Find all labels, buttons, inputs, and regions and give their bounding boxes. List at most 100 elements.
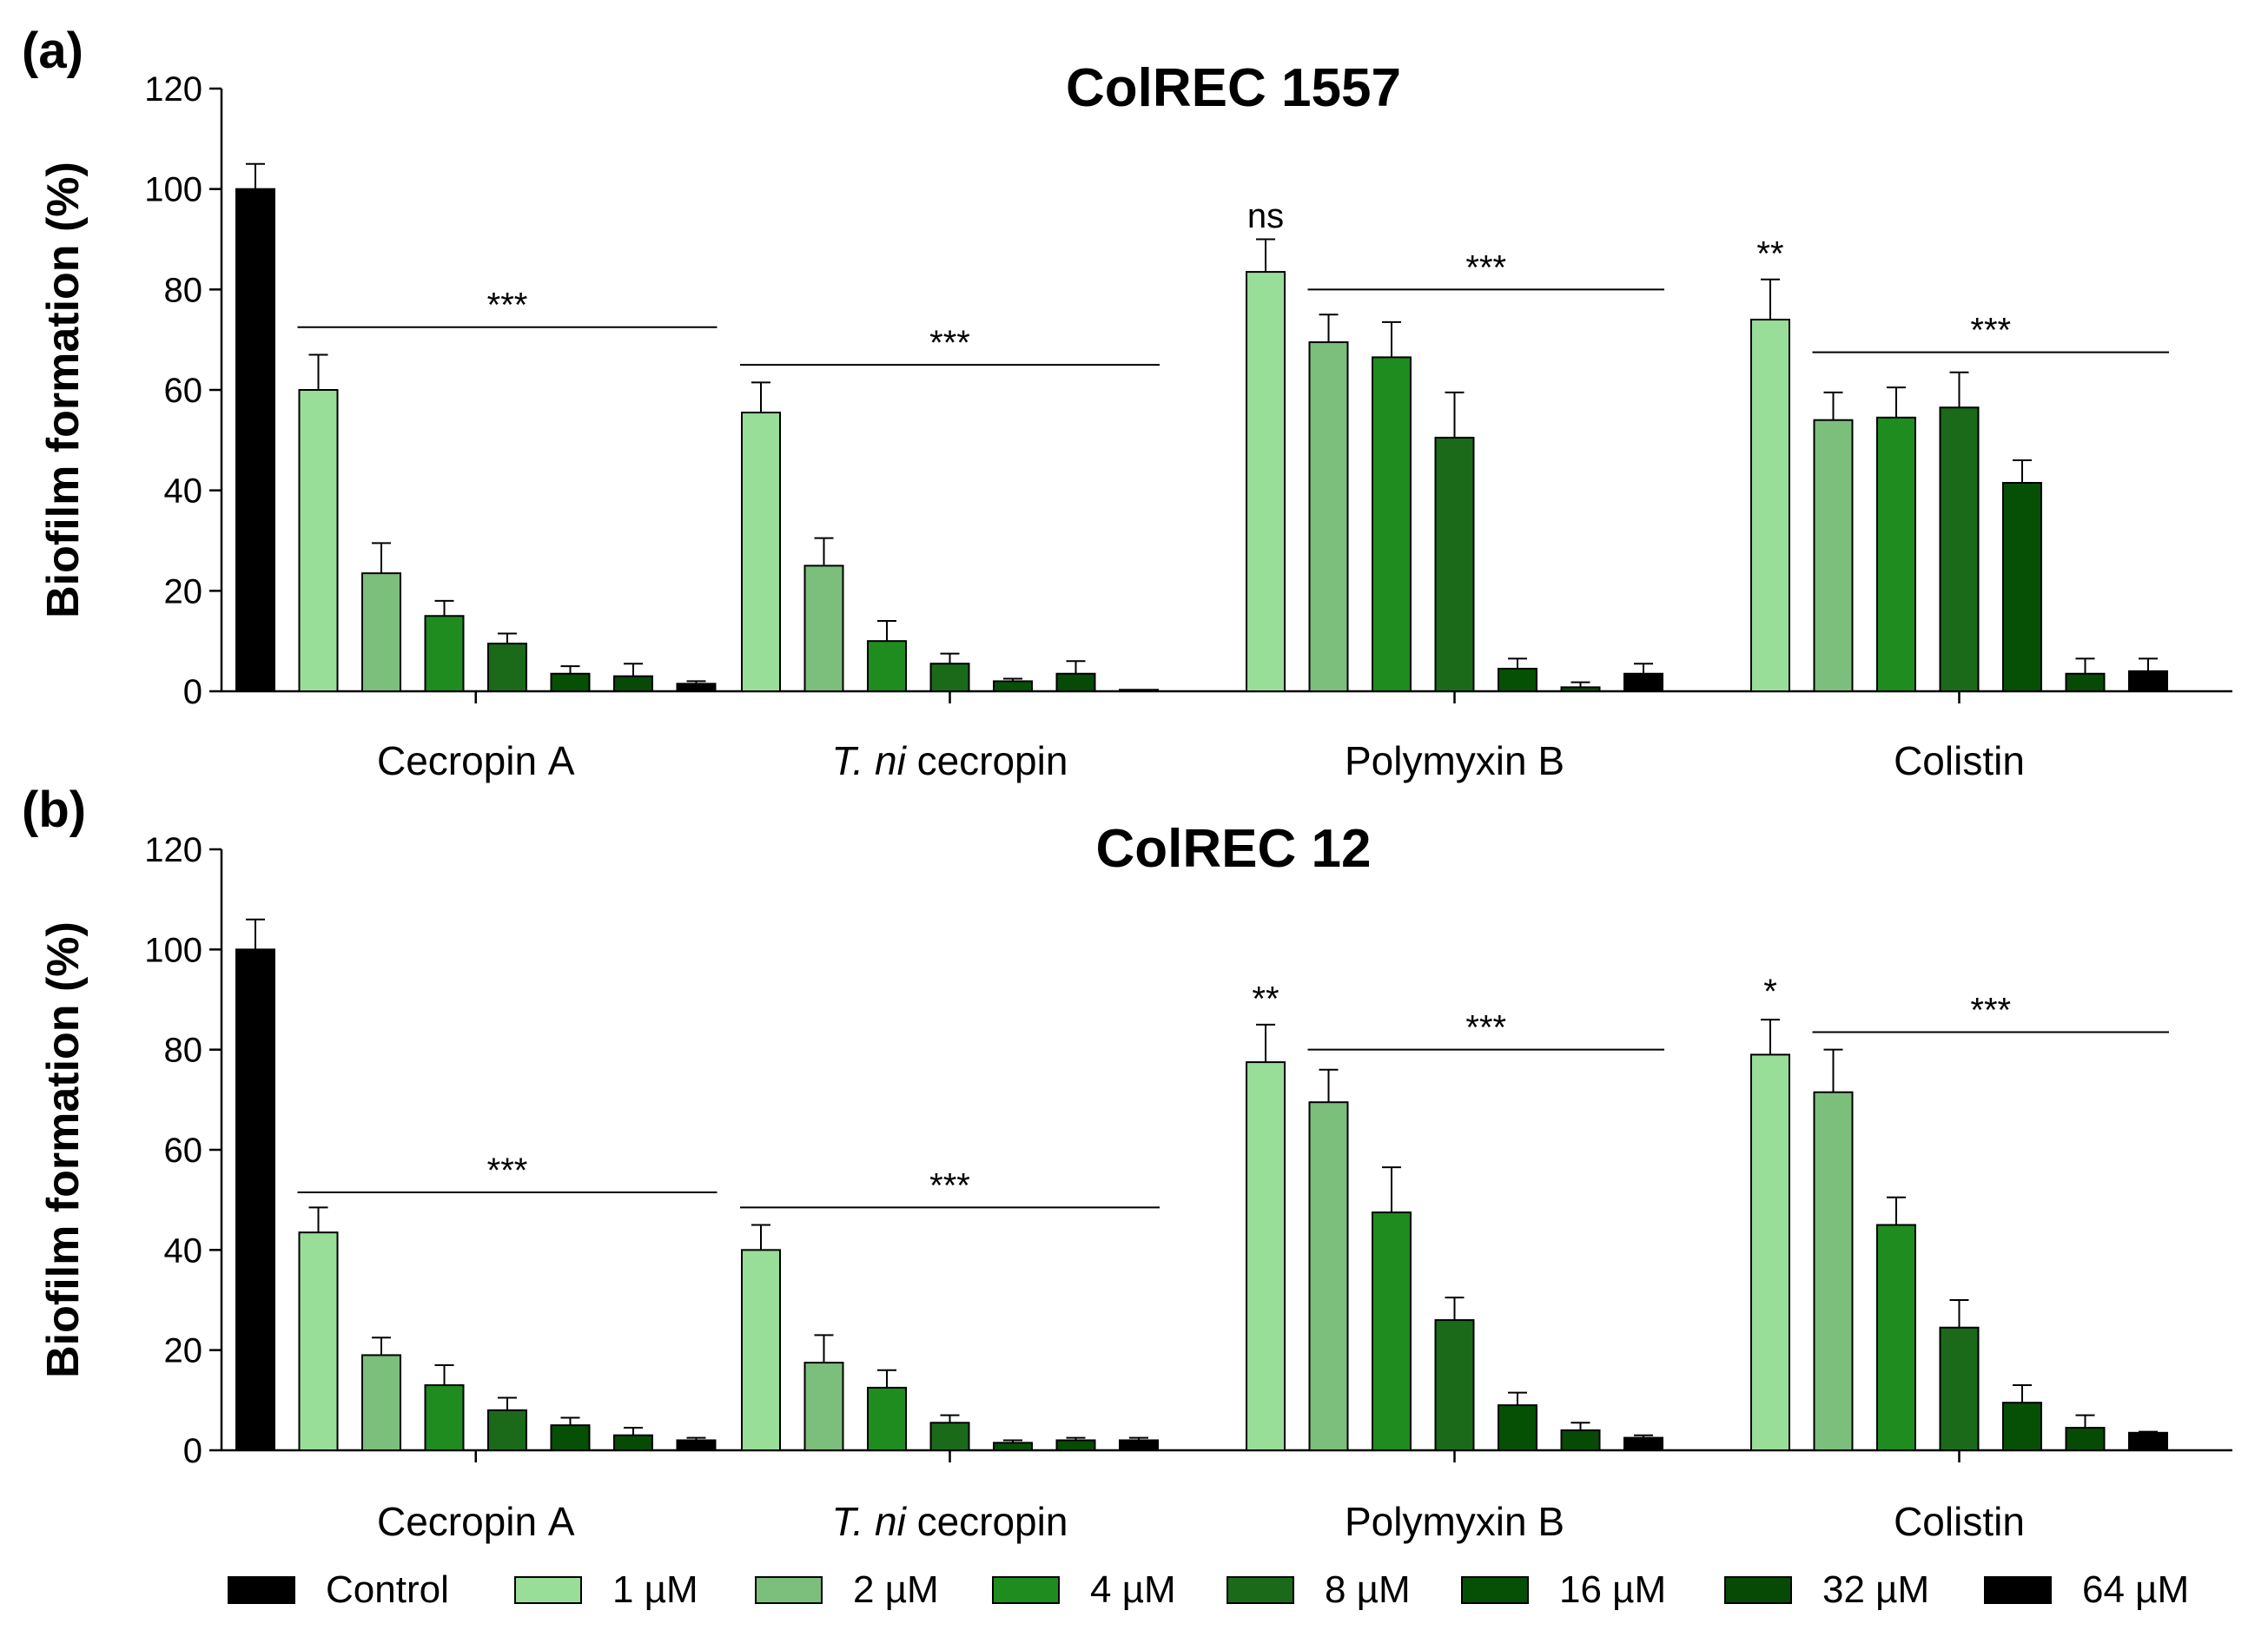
legend-label: 16 µM — [1559, 1568, 1666, 1611]
significance-label: *** — [929, 324, 970, 362]
bar-0-3-0 — [1750, 319, 1790, 692]
y-tick-label: 0 — [183, 673, 202, 711]
significance-label: *** — [929, 1166, 970, 1205]
bar-0-3-1 — [1813, 419, 1854, 692]
significance-label: *** — [487, 1152, 528, 1190]
bar-1-1-2 — [867, 1386, 907, 1451]
y-tick-label: 80 — [164, 1032, 203, 1070]
category-label: T. ni cecropin — [832, 1499, 1068, 1544]
category-label-part: Cecropin A — [377, 738, 575, 783]
bar-1-1-0 — [741, 1249, 781, 1452]
y-tick-label: 20 — [164, 572, 203, 611]
bar-0-3-2 — [1876, 416, 1916, 692]
legend-swatch — [1724, 1576, 1792, 1604]
bar-0-1-0 — [741, 412, 781, 692]
y-tick-label: 100 — [144, 931, 202, 969]
category-label: Colistin — [1894, 1499, 2025, 1544]
bar-0-2-4 — [1498, 667, 1537, 692]
legend-label: 1 µM — [612, 1568, 698, 1611]
category-label: Cecropin A — [377, 1499, 575, 1544]
bar-0-2-5 — [1560, 686, 1601, 693]
category-label: Cecropin A — [377, 738, 575, 783]
bar-1-3-4 — [2002, 1402, 2042, 1452]
bar-1-1-4 — [993, 1442, 1033, 1451]
legend-label: 4 µM — [1090, 1568, 1176, 1611]
bar-1-2-5 — [1560, 1429, 1601, 1452]
bar-1-1-5 — [1055, 1439, 1096, 1452]
y-axis-label: Biofilm formation (%) — [38, 921, 89, 1378]
legend-label: 8 µM — [1325, 1568, 1411, 1611]
bar-1-2-4 — [1498, 1404, 1537, 1451]
y-tick-label: 20 — [164, 1332, 203, 1370]
category-label-part: cecropin — [906, 1499, 1068, 1544]
bar-1-2-6 — [1623, 1436, 1663, 1452]
legend-label: 2 µM — [853, 1568, 939, 1611]
panel-label: (b) — [22, 782, 86, 838]
significance-label: ** — [1252, 980, 1279, 1019]
bar-0-3-4 — [2002, 481, 2042, 692]
bar-1-0-4 — [550, 1424, 591, 1451]
bar-1-3-5 — [2065, 1427, 2106, 1452]
category-label: T. ni cecropin — [832, 738, 1068, 783]
category-label: Colistin — [1894, 738, 2025, 783]
bar-1-3-3 — [1939, 1326, 1980, 1452]
y-tick-label: 40 — [164, 472, 203, 511]
significance-label: *** — [1465, 1009, 1506, 1047]
bar-0-1-6 — [1119, 689, 1159, 693]
bar-0-3-5 — [2065, 672, 2106, 693]
category-label-part: Colistin — [1894, 738, 2025, 783]
bar-0-0-4 — [550, 672, 591, 693]
bar-0-0-2 — [424, 615, 465, 692]
bar-1-1-1 — [803, 1362, 844, 1452]
bar-0-1-2 — [867, 640, 907, 693]
y-tick-label: 40 — [164, 1231, 203, 1270]
bar-1-0-0 — [298, 1231, 339, 1452]
bar-0-1-4 — [993, 680, 1033, 693]
bar-0-0-5 — [613, 675, 653, 693]
bar-0-2-3 — [1434, 436, 1475, 692]
bar-1-2-2 — [1372, 1211, 1412, 1452]
significance-label: * — [1763, 973, 1777, 1011]
legend-label: 64 µM — [2082, 1568, 2189, 1611]
bar-control — [235, 948, 275, 1452]
significance-label: ** — [1756, 235, 1783, 274]
category-label-part: cecropin — [906, 738, 1068, 783]
bar-0-1-1 — [803, 564, 844, 693]
bar-1-1-6 — [1119, 1439, 1159, 1452]
significance-label: *** — [1465, 248, 1506, 287]
bar-1-2-3 — [1434, 1319, 1475, 1451]
y-tick-label: 120 — [144, 831, 202, 869]
category-label-part: Colistin — [1894, 1499, 2025, 1544]
bar-0-1-3 — [929, 663, 970, 692]
chart-title: ColREC 12 — [1096, 819, 1372, 879]
y-tick-label: 60 — [164, 1132, 203, 1170]
bar-0-0-6 — [676, 683, 717, 693]
bar-1-0-6 — [676, 1439, 717, 1452]
legend-label: 32 µM — [1822, 1568, 1929, 1611]
bar-1-3-2 — [1876, 1224, 1916, 1451]
significance-label: ns — [1247, 197, 1284, 235]
significance-label: *** — [1970, 312, 2011, 350]
panel-label: (a) — [22, 23, 83, 79]
bar-0-0-3 — [487, 643, 527, 693]
category-label-part: Polymyxin B — [1345, 738, 1564, 783]
bar-1-2-1 — [1308, 1101, 1349, 1451]
category-label-part: Cecropin A — [377, 1499, 575, 1544]
bar-1-3-1 — [1813, 1091, 1854, 1452]
y-tick-label: 100 — [144, 171, 202, 209]
y-tick-label: 80 — [164, 271, 203, 309]
y-tick-label: 60 — [164, 372, 203, 410]
bar-0-2-0 — [1246, 271, 1286, 692]
bar-0-2-6 — [1623, 672, 1663, 693]
legend-swatch — [1227, 1576, 1294, 1604]
bar-0-2-2 — [1372, 356, 1412, 692]
bar-1-0-5 — [613, 1434, 653, 1451]
category-label: Polymyxin B — [1345, 738, 1564, 783]
bar-0-0-1 — [361, 572, 401, 693]
bar-0-2-1 — [1308, 341, 1349, 692]
category-label-part: Polymyxin B — [1345, 1499, 1564, 1544]
chart-title: ColREC 1557 — [1066, 58, 1401, 118]
y-axis-label: Biofilm formation (%) — [38, 162, 89, 618]
significance-label: *** — [487, 287, 528, 325]
